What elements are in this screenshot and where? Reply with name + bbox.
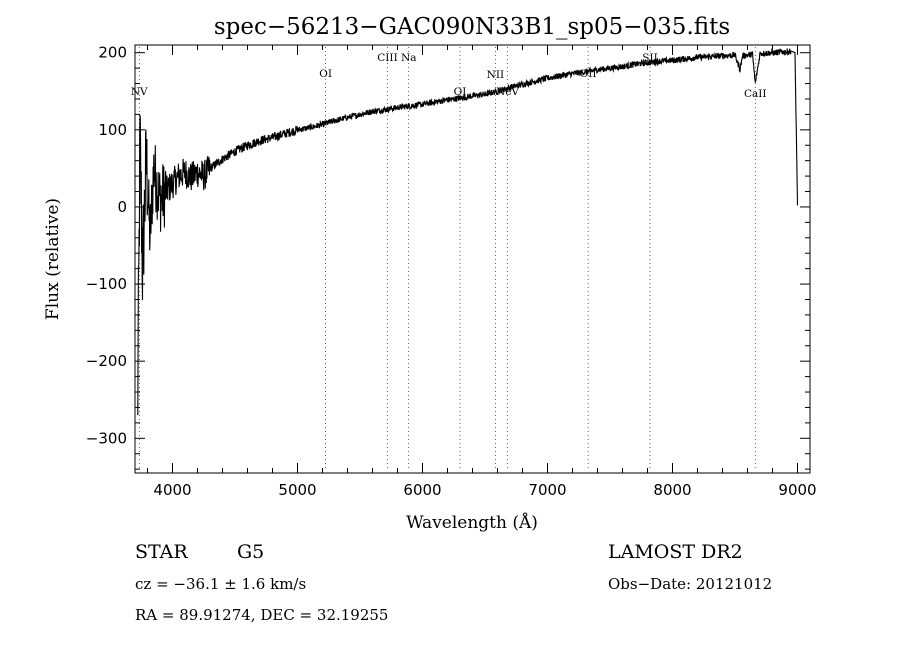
coordinates-text: RA = 89.91274, DEC = 32.19255 — [135, 606, 388, 624]
spectral-line-label: CIII — [377, 52, 397, 64]
spectral-line-label: OI — [454, 86, 467, 98]
axis-ticks: 4000 5000 6000 7000 8000 9000 −300 −200 −100 0 100… — [86, 44, 817, 499]
x-tick-label: 5000 — [278, 481, 316, 499]
spectral-lines — [138, 47, 756, 471]
spectral-line-label: CaII — [744, 88, 767, 100]
y-tick-label: −300 — [86, 429, 127, 447]
x-tick-label: 9000 — [778, 481, 816, 499]
spectral-line-label: NV — [131, 86, 148, 98]
object-class: STAR — [135, 541, 188, 563]
spectral-line-label: Na — [401, 52, 416, 64]
x-tick-label: 7000 — [528, 481, 566, 499]
obs-date-text: Obs−Date: 20121012 — [608, 575, 772, 593]
y-axis-label: Flux (relative) — [43, 198, 63, 320]
redshift-text: cz = −36.1 ± 1.6 km/s — [135, 575, 306, 593]
object-subclass: G5 — [237, 541, 264, 563]
spectral-line-label: NII — [487, 69, 504, 81]
y-tick-label: 0 — [117, 198, 127, 216]
plot-frame — [134, 44, 811, 474]
x-axis-label: Wavelength (Å) — [406, 512, 538, 533]
spectral-line-label: OI — [319, 68, 332, 80]
y-tick-label: −100 — [86, 275, 127, 293]
chart-title: spec−56213−GAC090N33B1_sp05−035.fits — [214, 14, 730, 40]
x-tick-label: 6000 — [403, 481, 441, 499]
y-tick-label: 200 — [98, 44, 127, 62]
x-tick-label: 4000 — [153, 481, 191, 499]
y-tick-label: 100 — [98, 121, 127, 139]
survey-name: LAMOST DR2 — [608, 541, 743, 563]
spectrum-line — [136, 47, 799, 416]
x-tick-label: 8000 — [653, 481, 691, 499]
y-tick-label: −200 — [86, 352, 127, 370]
